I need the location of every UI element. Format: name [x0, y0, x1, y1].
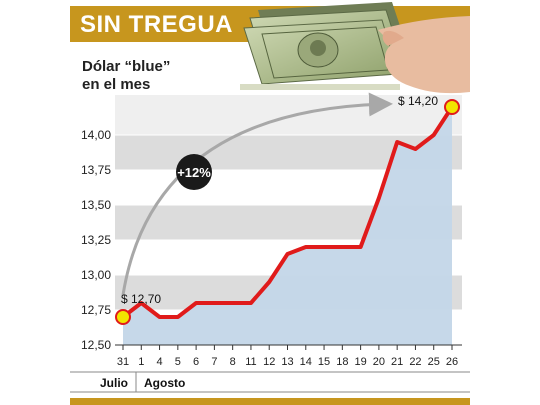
- x-tick-label: 4: [156, 356, 162, 368]
- data-point: [157, 315, 162, 319]
- x-tick-label: 5: [175, 356, 181, 368]
- data-point: [267, 280, 271, 284]
- area-fill: [123, 107, 452, 345]
- data-point: [395, 140, 399, 144]
- x-tick-label: 22: [409, 356, 421, 368]
- footer-bar: [70, 398, 470, 405]
- percent-badge-label: +12%: [177, 165, 211, 180]
- data-point: [285, 252, 290, 256]
- month-label-agosto: Agosto: [144, 376, 185, 390]
- x-tick-label: 6: [193, 356, 199, 368]
- y-tick-label: 14,00: [81, 128, 111, 142]
- data-point: [176, 315, 180, 319]
- start-value-label: $ 12,70: [121, 292, 161, 306]
- x-tick-label: 25: [428, 356, 440, 368]
- x-tick-label: 13: [281, 356, 293, 368]
- grid-band: [115, 95, 462, 135]
- data-point: [432, 133, 436, 137]
- data-point: [194, 301, 198, 305]
- data-point: [322, 245, 326, 249]
- data-point: [413, 147, 418, 151]
- y-tick-label: 12,75: [81, 303, 111, 317]
- x-tick-label: 12: [263, 356, 275, 368]
- data-point: [340, 245, 344, 249]
- y-tick-label: 13,75: [81, 163, 111, 177]
- x-tick-label: 21: [391, 356, 403, 368]
- y-tick-label: 13,50: [81, 198, 111, 212]
- y-tick-label: 13,00: [81, 268, 111, 282]
- y-tick-label: 12,50: [81, 338, 111, 352]
- y-tick-label: 13,25: [81, 233, 111, 247]
- x-tick-label: 19: [354, 356, 366, 368]
- data-point: [231, 301, 235, 305]
- plot-group: 12,50 12,75 13,00 13,25 13,50 13,75 14,00 31 1 4 5…: [70, 92, 470, 393]
- x-tick-label: 7: [211, 356, 217, 368]
- data-point: [249, 301, 253, 305]
- x-tick-label: 31: [117, 356, 129, 368]
- subtitle-line-2: en el mes: [82, 76, 151, 93]
- x-tick-label: 8: [230, 356, 236, 368]
- x-tick-label: 14: [300, 356, 312, 368]
- data-point: [139, 301, 143, 305]
- subtitle-line-1: Dólar “blue”: [82, 58, 171, 75]
- x-tick-label: 15: [318, 356, 330, 368]
- x-tick-label: 11: [245, 356, 256, 368]
- month-label-julio: Julio: [100, 376, 128, 390]
- chart-subtitle: Dólar “blue” en el mes: [82, 58, 170, 94]
- end-marker: [444, 99, 460, 115]
- data-point: [359, 245, 363, 249]
- data-point: [212, 301, 216, 305]
- x-tick-label: 1: [138, 356, 144, 368]
- data-point: [304, 245, 308, 249]
- money-illustration: [240, 2, 470, 94]
- start-marker: [115, 309, 131, 325]
- page-title: SIN TREGUA: [80, 11, 234, 38]
- percent-badge: [176, 154, 212, 190]
- x-tick-label: 20: [373, 356, 385, 368]
- end-value-label: $ 14,20: [398, 94, 438, 108]
- trend-arrow: [121, 92, 393, 296]
- x-tick-label: 26: [446, 356, 458, 368]
- x-tick-label: 18: [336, 356, 348, 368]
- data-point: [377, 196, 381, 200]
